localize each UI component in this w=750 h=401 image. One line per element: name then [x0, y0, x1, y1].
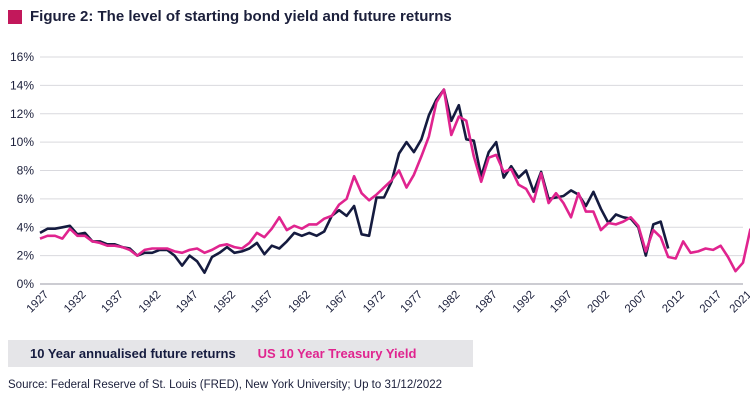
- y-tick-label: 10%: [10, 135, 34, 149]
- y-tick-label: 2%: [17, 249, 35, 263]
- x-tick-label: 1997: [548, 289, 575, 316]
- x-tick-label: 1987: [473, 289, 500, 316]
- x-tick-label: 2002: [586, 289, 613, 316]
- x-tick-label: 1932: [62, 289, 89, 316]
- x-tick-label: 1957: [249, 289, 276, 316]
- x-tick-label: 1982: [436, 289, 463, 316]
- x-tick-label: 2012: [660, 289, 687, 316]
- y-tick-label: 16%: [10, 50, 34, 64]
- title-marker-square: [8, 9, 22, 24]
- x-tick-label: 2021: [728, 289, 750, 316]
- y-tick-label: 4%: [17, 220, 35, 234]
- series-lines: [39, 88, 750, 274]
- series-line-treasury-yield: [39, 88, 750, 273]
- x-tick-label: 2017: [698, 289, 725, 316]
- x-tick-label: 1927: [25, 289, 52, 316]
- x-tick-label: 1977: [399, 289, 426, 316]
- x-tick-label: 1942: [137, 289, 164, 316]
- line-chart: 0%2%4%6%8%10%12%14%16% 1927 1932 1937 1942 1…: [10, 50, 750, 316]
- legend-item-future-returns: 10 Year annualised future returns: [30, 346, 236, 361]
- x-tick-label: 1952: [212, 289, 239, 316]
- y-axis-ticks: 0% 2% 4% 6% 8% 10% 12% 14% 16%: [10, 50, 34, 291]
- x-tick-label: 1992: [511, 289, 538, 316]
- y-tick-label: 12%: [10, 107, 34, 121]
- x-axis-ticks: 1927 1932 1937 1942 1947 1952 1957 1962 1967 1972…: [25, 289, 750, 316]
- chart-title-row: Figure 2: The level of starting bond yie…: [8, 8, 452, 25]
- x-tick-label: 2007: [623, 289, 650, 316]
- y-tick-label: 6%: [17, 192, 35, 206]
- y-tick-label: 14%: [10, 78, 34, 92]
- x-tick-label: 1972: [361, 289, 388, 316]
- x-tick-label: 1967: [324, 289, 351, 316]
- source-note: Source: Federal Reserve of St. Louis (FR…: [8, 379, 443, 391]
- x-tick-label: 1947: [174, 289, 201, 316]
- y-tick-label: 0%: [17, 277, 35, 291]
- legend: 10 Year annualised future returns US 10 …: [8, 340, 473, 367]
- x-tick-label: 1962: [286, 289, 313, 316]
- series-line-future-returns: [39, 88, 670, 274]
- chart-title: Figure 2: The level of starting bond yie…: [30, 8, 452, 25]
- grid-lines: [40, 56, 743, 285]
- y-tick-label: 8%: [17, 164, 35, 178]
- legend-item-treasury-yield: US 10 Year Treasury Yield: [257, 346, 417, 361]
- x-tick-label: 1937: [99, 289, 126, 316]
